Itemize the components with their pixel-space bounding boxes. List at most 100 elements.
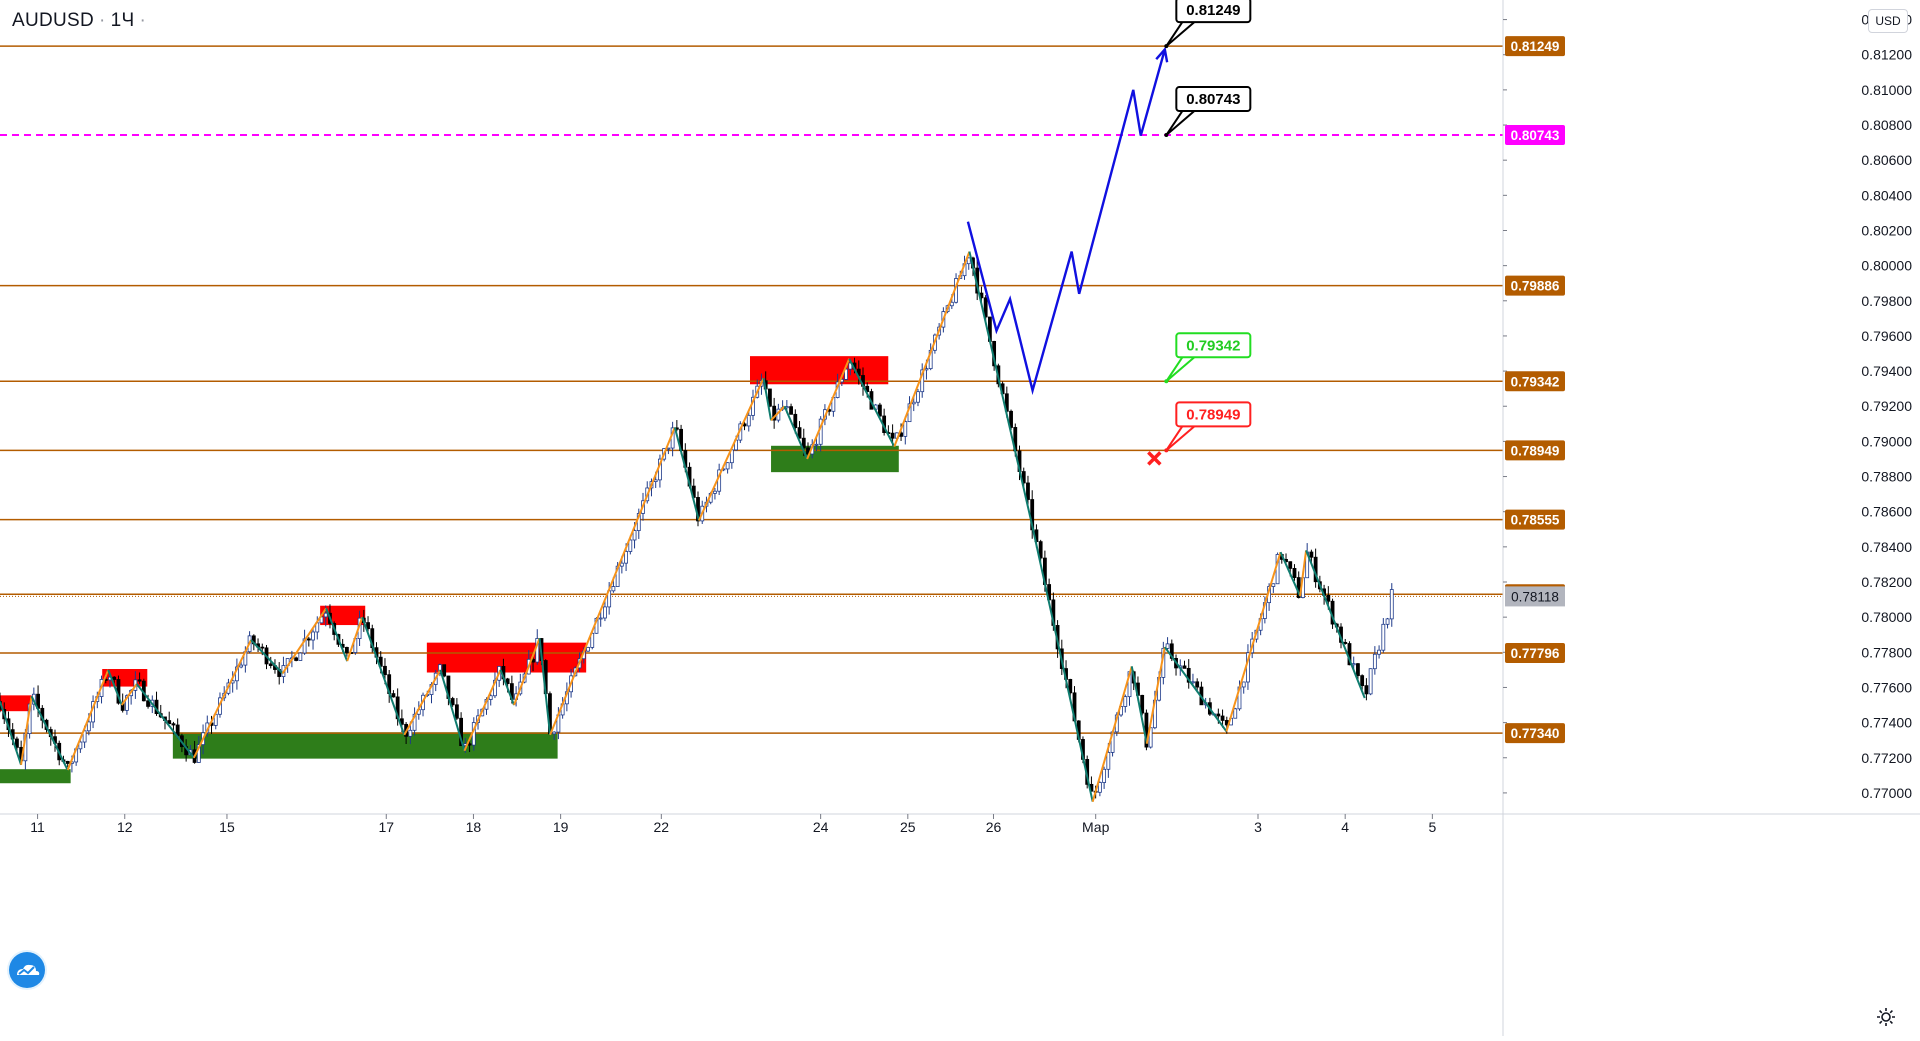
supply-zone bbox=[0, 695, 32, 712]
candle-body bbox=[924, 368, 929, 371]
candle-body bbox=[772, 405, 777, 421]
candle-body bbox=[294, 657, 299, 661]
wave-down bbox=[783, 405, 809, 460]
level-price-tag bbox=[1505, 723, 1565, 744]
candle-body bbox=[801, 437, 806, 449]
candle-body bbox=[619, 562, 624, 567]
candle-body bbox=[628, 539, 633, 552]
forecast-path bbox=[966, 46, 1169, 396]
price-axis[interactable]: 0.814000.812000.810000.808000.806000.804… bbox=[1502, 0, 1920, 1036]
candle-body bbox=[1309, 551, 1314, 558]
candle-body bbox=[1360, 675, 1365, 687]
price-tick-label: 0.77600 bbox=[1861, 679, 1912, 695]
candle-body bbox=[1169, 643, 1174, 659]
price-callouts: 0.81249 0.80743 0.79342 0.78949 bbox=[1147, 0, 1252, 466]
price-tick-label: 0.77000 bbox=[1861, 785, 1912, 801]
price-tick-label: 0.80200 bbox=[1861, 222, 1912, 238]
time-tick-label: 19 bbox=[553, 819, 569, 835]
candle-body bbox=[1356, 663, 1360, 677]
candle-body bbox=[966, 257, 971, 265]
time-tick-label: 15 bbox=[219, 819, 235, 835]
wave-down bbox=[107, 669, 123, 706]
wave-up bbox=[697, 377, 765, 521]
candle-body bbox=[586, 647, 590, 652]
candle-body bbox=[1195, 681, 1200, 688]
price-tick-label: 0.78800 bbox=[1861, 469, 1912, 485]
candle-body bbox=[624, 551, 628, 564]
candle-body bbox=[65, 760, 70, 764]
candle-body bbox=[1106, 752, 1111, 770]
candle-body bbox=[1271, 583, 1276, 587]
candle-body bbox=[391, 693, 396, 698]
candle-body bbox=[949, 301, 954, 307]
candle-body bbox=[1389, 589, 1394, 620]
price-tick-label: 0.80400 bbox=[1861, 187, 1912, 203]
price-axis-pane bbox=[1503, 0, 1920, 1036]
candle-body bbox=[408, 729, 413, 737]
stop-cross-icon bbox=[1147, 451, 1162, 466]
symbol-title[interactable]: AUDUSD · 1Ч · bbox=[12, 10, 151, 32]
price-tick-label: 0.78000 bbox=[1861, 609, 1912, 625]
candle-body bbox=[611, 586, 616, 592]
tradingview-logo bbox=[9, 952, 45, 988]
current-price-tag bbox=[1505, 586, 1565, 607]
wave-down bbox=[538, 638, 552, 736]
price-tick-label: 0.79800 bbox=[1861, 293, 1912, 309]
candle-body bbox=[903, 421, 908, 437]
wave-up bbox=[20, 696, 33, 765]
candle-body bbox=[1368, 668, 1373, 695]
wave-down bbox=[762, 377, 773, 421]
wave-lines bbox=[0, 251, 1366, 802]
candle-body bbox=[1182, 665, 1187, 669]
candle-body bbox=[112, 676, 117, 680]
candle-body bbox=[793, 413, 798, 429]
candle-body bbox=[146, 700, 150, 707]
candle-body bbox=[1326, 594, 1331, 602]
candle-body bbox=[598, 617, 603, 620]
candle-body bbox=[1165, 643, 1170, 649]
candle-body bbox=[1372, 653, 1377, 670]
candle-body bbox=[196, 744, 201, 763]
level-price-label: 0.80743 bbox=[1511, 128, 1560, 143]
candle-body bbox=[797, 427, 802, 439]
time-tick-label: 25 bbox=[900, 819, 916, 835]
price-tick-label: 0.79000 bbox=[1861, 433, 1912, 449]
candle-body bbox=[383, 665, 387, 676]
wave-down bbox=[848, 358, 896, 448]
candle-body bbox=[1068, 678, 1073, 694]
candle-body bbox=[125, 695, 129, 711]
candle-body bbox=[450, 698, 455, 706]
wave-down bbox=[499, 669, 515, 706]
candle-body bbox=[725, 462, 730, 470]
currency-badge[interactable]: USD bbox=[1868, 9, 1908, 33]
wave-up bbox=[281, 607, 327, 674]
candle-body bbox=[268, 663, 273, 666]
candle-body bbox=[366, 622, 370, 630]
candle-body bbox=[890, 432, 895, 439]
callout-pointer bbox=[1165, 425, 1195, 452]
time-tick-label: 26 bbox=[986, 819, 1002, 835]
wave-up bbox=[403, 669, 442, 736]
time-tick-label: 11 bbox=[30, 819, 45, 835]
price-tick-label: 0.79600 bbox=[1861, 328, 1912, 344]
gear-icon[interactable] bbox=[1874, 1005, 1898, 1029]
candle-body bbox=[1364, 685, 1369, 695]
current-price-label: 0.78118 bbox=[1511, 589, 1559, 604]
candle-body bbox=[1292, 568, 1297, 578]
price-tick-label: 0.79400 bbox=[1861, 363, 1912, 379]
symbol-label: AUDUSD bbox=[12, 10, 95, 31]
callout-box bbox=[1175, 0, 1252, 24]
wave-up bbox=[1145, 646, 1166, 744]
wave-down bbox=[0, 701, 22, 766]
candle-body bbox=[1381, 623, 1386, 651]
level-price-tag bbox=[1505, 509, 1565, 530]
wave-down bbox=[361, 616, 406, 736]
time-axis[interactable]: 11 12 15 17 18 19 22 24 25 26 Мар 3 4 5 bbox=[0, 813, 1920, 835]
candle-body bbox=[412, 713, 417, 731]
candle-body bbox=[1377, 649, 1381, 655]
level-price-tag bbox=[1505, 275, 1565, 296]
callout-pointer bbox=[1165, 21, 1195, 47]
price-tick-label: 0.81200 bbox=[1861, 47, 1912, 63]
wave-down bbox=[1030, 520, 1094, 802]
